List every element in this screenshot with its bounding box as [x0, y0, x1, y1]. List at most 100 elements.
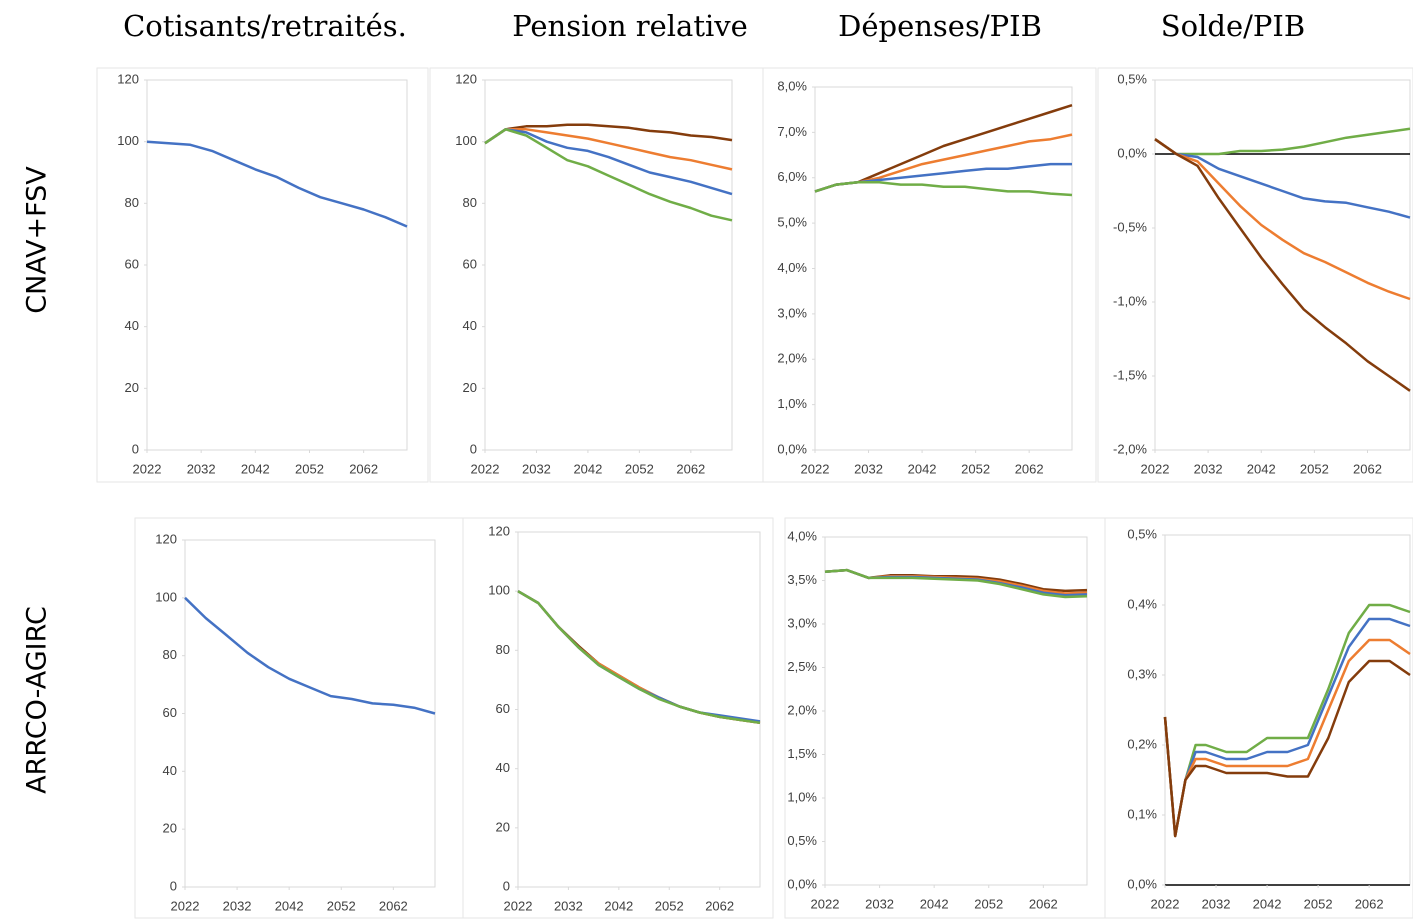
- plot-area: [1154, 79, 1411, 451]
- series-line: [484, 123, 733, 145]
- x-tick-label: 2042: [241, 461, 270, 476]
- x-tick-label: 2062: [1029, 896, 1058, 911]
- x-tick-label: 2052: [655, 898, 684, 913]
- y-tick-label: 1,0%: [777, 396, 807, 411]
- y-tick-label: 6,0%: [777, 169, 807, 184]
- series-line: [1154, 138, 1411, 219]
- y-tick-label: 2,0%: [787, 702, 817, 717]
- column-title: Dépenses/PIB: [838, 9, 1042, 43]
- x-tick-label: 2062: [705, 898, 734, 913]
- y-tick-label: 20: [496, 819, 510, 834]
- x-tick-label: 2062: [676, 461, 705, 476]
- y-tick-label: 0: [132, 441, 139, 456]
- y-tick-label: 0,5%: [787, 833, 817, 848]
- x-tick-label: 2052: [974, 896, 1003, 911]
- x-tick-label: 2042: [920, 896, 949, 911]
- x-tick-label: 2062: [379, 898, 408, 913]
- x-tick-label: 2062: [1353, 461, 1382, 476]
- y-tick-label: 40: [163, 763, 177, 778]
- x-tick-label: 2052: [1300, 461, 1329, 476]
- x-tick-label: 2042: [604, 898, 633, 913]
- y-tick-label: 120: [455, 71, 477, 86]
- y-tick-label: 40: [496, 760, 510, 775]
- y-tick-label: 0,0%: [777, 441, 807, 456]
- y-tick-label: 8,0%: [777, 78, 807, 93]
- series-line: [1163, 638, 1411, 838]
- y-tick-label: 40: [125, 318, 139, 333]
- x-tick-label: 2052: [625, 461, 654, 476]
- y-tick-label: 20: [163, 821, 177, 836]
- y-tick-label: 0,3%: [1127, 666, 1157, 681]
- y-tick-label: 7,0%: [777, 124, 807, 139]
- x-tick-label: 2022: [811, 896, 840, 911]
- y-tick-label: 120: [488, 523, 510, 538]
- series-line: [484, 128, 733, 196]
- y-tick-label: 3,5%: [787, 572, 817, 587]
- x-tick-label: 2022: [471, 461, 500, 476]
- y-tick-label: 0,1%: [1127, 806, 1157, 821]
- x-tick-label: 2052: [295, 461, 324, 476]
- y-tick-label: 0: [503, 878, 510, 893]
- y-tick-label: 80: [463, 195, 477, 210]
- y-tick-label: 5,0%: [777, 215, 807, 230]
- y-tick-label: 100: [455, 133, 477, 148]
- series-line: [814, 181, 1073, 197]
- x-tick-label: 2032: [187, 461, 216, 476]
- y-tick-label: 0,5%: [1117, 71, 1147, 86]
- row-label: CNAV+FSV: [22, 166, 53, 314]
- x-tick-label: 2022: [133, 461, 162, 476]
- y-tick-label: 60: [463, 256, 477, 271]
- x-tick-label: 2022: [504, 898, 533, 913]
- column-title: Cotisants/retraités.: [123, 9, 407, 43]
- y-tick-label: 120: [155, 531, 177, 546]
- x-tick-label: 2022: [1151, 896, 1180, 911]
- y-tick-label: 0: [170, 878, 177, 893]
- panel: [96, 67, 429, 483]
- y-tick-label: 60: [163, 705, 177, 720]
- series-line: [1154, 127, 1411, 156]
- x-tick-label: 2032: [854, 461, 883, 476]
- y-tick-label: 0: [470, 441, 477, 456]
- y-tick-label: 2,0%: [777, 351, 807, 366]
- x-tick-label: 2032: [522, 461, 551, 476]
- y-tick-label: 80: [496, 642, 510, 657]
- y-tick-label: -0,5%: [1113, 219, 1147, 234]
- y-tick-label: 20: [463, 380, 477, 395]
- series-line: [184, 596, 436, 715]
- y-tick-label: 0,0%: [1127, 876, 1157, 891]
- x-tick-label: 2022: [1141, 461, 1170, 476]
- y-tick-label: 100: [488, 583, 510, 598]
- x-tick-label: 2062: [1015, 461, 1044, 476]
- y-tick-label: 40: [463, 318, 477, 333]
- x-tick-label: 2042: [908, 461, 937, 476]
- y-tick-label: 0,0%: [787, 876, 817, 891]
- x-tick-label: 2032: [223, 898, 252, 913]
- column-title: Solde/PIB: [1161, 9, 1305, 43]
- y-tick-label: 60: [496, 701, 510, 716]
- series-line: [1154, 138, 1411, 392]
- x-tick-label: 2062: [349, 461, 378, 476]
- y-tick-label: 4,0%: [787, 528, 817, 543]
- y-tick-label: 80: [163, 647, 177, 662]
- y-tick-label: 100: [117, 133, 139, 148]
- y-tick-label: 60: [125, 256, 139, 271]
- series-line: [1154, 138, 1411, 301]
- x-tick-label: 2032: [1194, 461, 1223, 476]
- row-label: ARRCO-AGIRC: [22, 606, 53, 794]
- x-tick-label: 2032: [554, 898, 583, 913]
- panel: [1097, 67, 1413, 483]
- y-tick-label: 0,2%: [1127, 736, 1157, 751]
- x-tick-label: 2062: [1355, 896, 1384, 911]
- panel: [1104, 517, 1413, 919]
- x-tick-label: 2032: [865, 896, 894, 911]
- y-tick-label: -1,5%: [1113, 367, 1147, 382]
- y-tick-label: 3,0%: [787, 615, 817, 630]
- y-tick-label: 80: [125, 195, 139, 210]
- x-tick-label: 2042: [275, 898, 304, 913]
- y-tick-label: 20: [125, 380, 139, 395]
- y-tick-label: 120: [117, 71, 139, 86]
- x-tick-label: 2042: [573, 461, 602, 476]
- x-tick-label: 2052: [1304, 896, 1333, 911]
- y-tick-label: 3,0%: [777, 305, 807, 320]
